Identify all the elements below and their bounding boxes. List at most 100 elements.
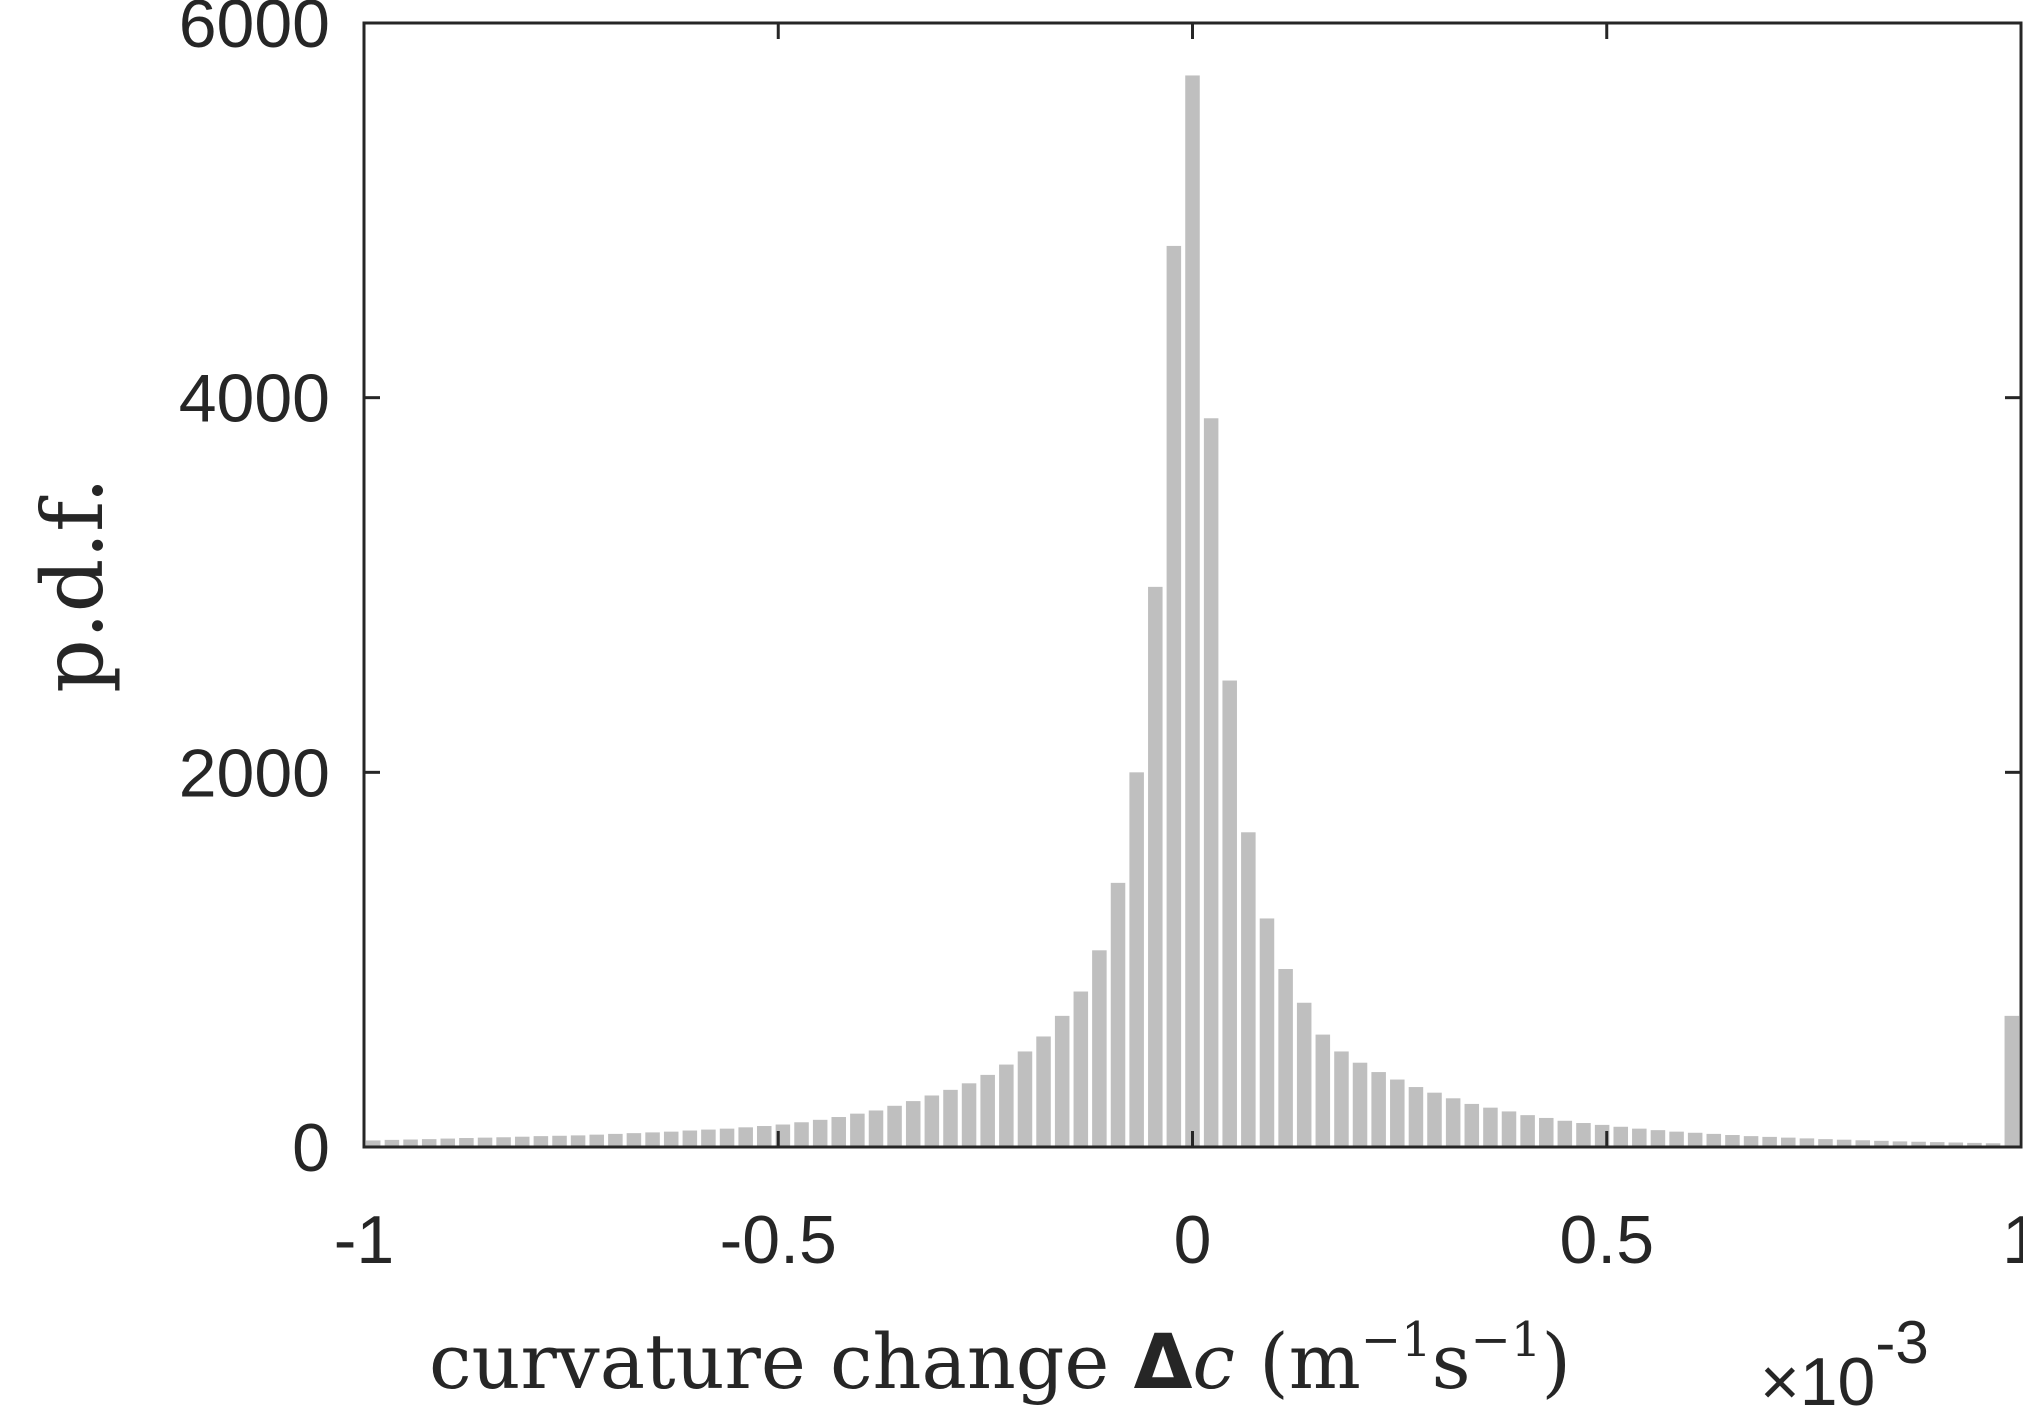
- axis-ticks: [364, 23, 2021, 1147]
- histogram-bar: [1520, 1115, 1535, 1147]
- histogram-bar: [961, 1083, 977, 1147]
- histogram-bar: [1110, 882, 1126, 1147]
- histogram-bar: [905, 1101, 921, 1147]
- histogram-bar: [1259, 918, 1275, 1147]
- histogram-bar: [440, 1138, 456, 1147]
- x-axis-label-exponent-2: −1: [1471, 1312, 1542, 1368]
- histogram-bar: [738, 1127, 753, 1147]
- histogram-bar: [887, 1105, 902, 1147]
- x-axis-multiplier-exponent: -3: [1875, 1309, 1928, 1376]
- x-axis-label-unit-mid: s: [1432, 1317, 1471, 1406]
- histogram-bar: [1762, 1136, 1777, 1147]
- histogram-bar: [403, 1139, 418, 1147]
- histogram-bar: [1203, 418, 1219, 1147]
- histogram-bar: [831, 1117, 846, 1147]
- x-tick-label: -1: [334, 1202, 394, 1278]
- x-tick-label: 0.5: [1559, 1202, 1654, 1278]
- histogram-bar: [1483, 1107, 1498, 1147]
- histogram-bar: [1967, 1142, 1982, 1147]
- histogram-bar: [663, 1131, 679, 1147]
- histogram-bar: [1781, 1137, 1796, 1147]
- histogram-bar: [533, 1136, 549, 1147]
- histogram-bar: [1390, 1079, 1405, 1147]
- histogram-bar: [1892, 1141, 1908, 1147]
- x-axis-label-unit-close: ): [1541, 1317, 1571, 1406]
- histogram-bar: [1501, 1111, 1517, 1147]
- histogram-bar: [1352, 1062, 1368, 1147]
- histogram-bar: [1296, 1002, 1312, 1147]
- histogram-bar: [496, 1137, 511, 1147]
- histogram-bar: [1427, 1092, 1442, 1147]
- histogram-bar: [924, 1095, 940, 1147]
- x-tick-label: 0: [1174, 1202, 1212, 1278]
- histogram-bar: [980, 1074, 995, 1147]
- x-axis-label-text: curvature change: [429, 1317, 1134, 1406]
- histogram-bar: [514, 1136, 530, 1147]
- histogram-bar: [1241, 832, 1256, 1147]
- y-axis-label: p.d.f.: [24, 477, 122, 693]
- histogram-bar: [812, 1119, 828, 1147]
- histogram-bar: [552, 1135, 567, 1147]
- histogram-bar: [384, 1139, 400, 1147]
- histogram-bar: [794, 1122, 809, 1147]
- histogram-bar: [999, 1064, 1014, 1147]
- y-tick-label: 0: [292, 1110, 330, 1186]
- x-axis-label-variable: c: [1192, 1317, 1235, 1406]
- histogram-bar: [1874, 1140, 1889, 1147]
- histogram-bar: [2004, 1015, 2020, 1147]
- histogram-bar: [1613, 1126, 1629, 1147]
- histogram-bar: [1650, 1130, 1666, 1147]
- histogram-bar: [756, 1126, 772, 1147]
- histogram-bar: [1985, 1143, 2001, 1147]
- histogram-bar: [1408, 1087, 1424, 1147]
- histogram-bar: [1706, 1133, 1722, 1147]
- x-axis-label-unit-open: (m: [1235, 1317, 1361, 1406]
- histogram-bar: [1948, 1142, 1964, 1147]
- histogram-bar: [365, 1140, 381, 1147]
- histogram-bar: [1148, 586, 1163, 1147]
- histogram-bar: [850, 1113, 865, 1147]
- histogram-bar: [719, 1128, 735, 1147]
- x-tick-label: 1: [2002, 1202, 2023, 1278]
- histogram-bar: [1129, 772, 1144, 1147]
- histogram-bar: [645, 1132, 660, 1147]
- histogram-bar: [868, 1110, 884, 1147]
- histogram-bar: [1669, 1131, 1684, 1147]
- y-tick-label: 2000: [179, 735, 330, 811]
- histogram-bar: [1222, 680, 1237, 1147]
- histogram-bar: [1632, 1128, 1647, 1147]
- histogram-bar: [477, 1137, 493, 1147]
- histogram-bar: [1539, 1117, 1554, 1147]
- x-tick-label: -0.5: [720, 1202, 837, 1278]
- x-axis-multiplier-base: ×10: [1760, 1344, 1875, 1420]
- x-axis-label: curvature change Δc (m−1s−1): [429, 1312, 1571, 1406]
- histogram-bar: [1464, 1103, 1480, 1147]
- histogram-bar: [1054, 1015, 1070, 1147]
- histogram-bar: [701, 1129, 716, 1147]
- y-tick-label: 4000: [179, 361, 330, 437]
- x-axis-multiplier: ×10-3: [1760, 1309, 1929, 1420]
- histogram-bar: [943, 1089, 958, 1147]
- histogram-bar: [1073, 991, 1089, 1147]
- tick-labels: -1 -0.5 0 0.5 1 0 2000 4000 6000: [179, 0, 2023, 1278]
- histogram-bar: [1315, 1034, 1331, 1147]
- histogram-bar: [1818, 1139, 1833, 1147]
- histogram-bar: [459, 1138, 474, 1147]
- histogram-bar: [1036, 1036, 1051, 1147]
- histogram-bar: [570, 1135, 586, 1147]
- histogram-bar: [1557, 1120, 1573, 1147]
- x-axis-label-delta: Δ: [1134, 1317, 1193, 1406]
- histogram-bar: [1929, 1142, 1945, 1147]
- histogram-bar: [1911, 1141, 1926, 1147]
- histogram-bar: [1334, 1051, 1349, 1147]
- histogram-bar: [1855, 1140, 1871, 1147]
- histogram-bar: [1743, 1136, 1759, 1147]
- histogram-bar: [1166, 245, 1182, 1147]
- histogram-bars: [365, 75, 2020, 1148]
- histogram-bar: [421, 1139, 437, 1147]
- histogram-bar: [1278, 969, 1293, 1147]
- histogram-bar: [1576, 1123, 1591, 1147]
- histogram-bar: [1185, 75, 1200, 1148]
- histogram-bar: [1017, 1051, 1033, 1147]
